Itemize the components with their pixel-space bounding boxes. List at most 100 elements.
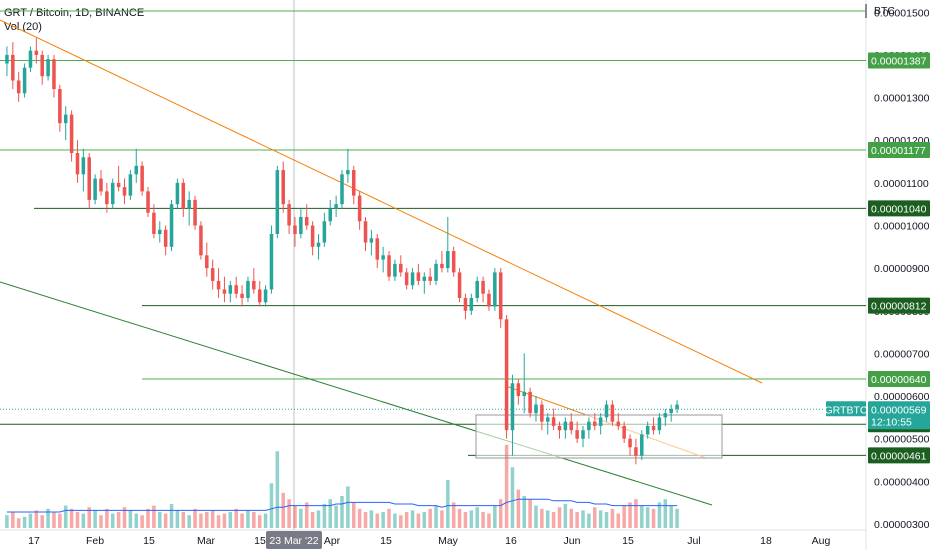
y-tick-label: 0.00001500 xyxy=(874,7,930,19)
volume-bar xyxy=(534,505,538,528)
chart-legend: GRT / Bitcoin, 1D, BINANCE Vol (20) xyxy=(4,6,144,34)
candle-body xyxy=(134,165,139,175)
volume-bar xyxy=(416,513,421,528)
candle-body xyxy=(351,170,356,196)
candle-body xyxy=(604,404,609,418)
volume-bar xyxy=(63,505,68,528)
volume-bar xyxy=(399,515,403,528)
candle-body xyxy=(46,59,50,77)
volume-bar xyxy=(369,510,374,528)
candle-body xyxy=(128,174,133,196)
candle-body xyxy=(634,447,638,456)
volume-bar xyxy=(304,502,309,528)
candle-body xyxy=(328,208,333,222)
candle-body xyxy=(545,417,550,422)
volume-bar xyxy=(216,515,221,528)
candle-body xyxy=(663,413,668,418)
volume-bar xyxy=(334,505,338,528)
candle-body xyxy=(52,59,56,90)
candle-body xyxy=(93,178,97,200)
volume-bar xyxy=(669,505,673,528)
candle-body xyxy=(557,425,562,431)
volume-bar xyxy=(446,480,450,528)
volume-bar xyxy=(540,508,544,528)
volume-bar xyxy=(252,512,256,528)
x-tick-label: 17 xyxy=(28,535,40,547)
candle-body xyxy=(669,408,673,414)
volume-bar xyxy=(116,512,121,528)
candle-body xyxy=(369,238,374,243)
candle-body xyxy=(299,216,303,235)
volume-bar xyxy=(205,512,209,528)
x-tick-label: 16 xyxy=(505,535,517,547)
volume-bar xyxy=(140,515,144,528)
candle-body xyxy=(105,191,109,205)
volume-bar xyxy=(46,508,50,528)
level-price-tag xyxy=(868,297,930,314)
level-price-tag xyxy=(868,142,930,159)
volume-bar xyxy=(222,513,227,528)
candle-body xyxy=(334,204,338,209)
volume-bar xyxy=(199,513,203,528)
volume-bar xyxy=(152,505,156,528)
candle-body xyxy=(210,268,215,281)
volume-bar xyxy=(269,483,274,528)
level-price-tag xyxy=(868,447,930,464)
volume-bar xyxy=(493,505,497,528)
candle-body xyxy=(387,255,391,277)
candle-body xyxy=(246,280,250,298)
crosshair-date-box xyxy=(266,531,322,549)
candle-body xyxy=(99,178,103,192)
candle-body xyxy=(440,263,444,269)
candle-body xyxy=(293,225,297,235)
volume-bar xyxy=(375,513,380,528)
candle-body xyxy=(304,216,309,226)
volume-bar xyxy=(634,499,638,528)
candle-body xyxy=(428,276,432,281)
x-tick-label: 15 xyxy=(143,535,155,547)
volume-bar xyxy=(5,515,9,528)
volume-bar xyxy=(510,467,515,528)
candle-body xyxy=(281,170,285,205)
candle-body xyxy=(275,170,280,235)
candle-body xyxy=(534,404,538,414)
candle-body xyxy=(451,251,456,273)
trendline-orange-main xyxy=(0,19,763,384)
candle-body xyxy=(310,225,315,247)
y-tick-label: 0.00001300 xyxy=(874,93,930,105)
volume-ma-line xyxy=(6,498,678,513)
level-price-label: 0.00000461 xyxy=(871,450,927,462)
last-price-label: 0.00000569 xyxy=(871,404,927,416)
candle-body xyxy=(340,174,344,205)
volume-bar xyxy=(169,504,174,528)
x-tick-label: Mar xyxy=(197,535,216,547)
candle-body xyxy=(169,204,174,247)
candle-body xyxy=(657,417,662,431)
x-tick-label: Feb xyxy=(86,535,104,547)
candle-body xyxy=(651,425,656,431)
volume-bar xyxy=(504,444,509,528)
volume-bar xyxy=(293,505,297,528)
candle-body xyxy=(110,182,115,205)
volume-bar xyxy=(657,502,662,528)
candle-body xyxy=(140,165,144,192)
candle-body xyxy=(481,280,485,294)
candle-body xyxy=(434,263,438,281)
x-tick-label: Apr xyxy=(324,535,341,547)
candle-body xyxy=(346,170,350,175)
volume-bar xyxy=(663,499,668,528)
candle-body xyxy=(569,421,574,431)
candle-body xyxy=(228,285,233,294)
volume-bar xyxy=(52,512,56,528)
volume-bar xyxy=(105,508,109,528)
volume-bar xyxy=(257,515,262,528)
candle-body xyxy=(269,234,274,290)
candle-body xyxy=(257,289,262,303)
candle-body xyxy=(522,391,526,397)
volume-bar xyxy=(404,512,409,528)
volume-bar xyxy=(563,504,568,528)
candle-body xyxy=(416,272,421,281)
candle-body xyxy=(87,157,91,200)
volume-bar xyxy=(575,512,579,528)
